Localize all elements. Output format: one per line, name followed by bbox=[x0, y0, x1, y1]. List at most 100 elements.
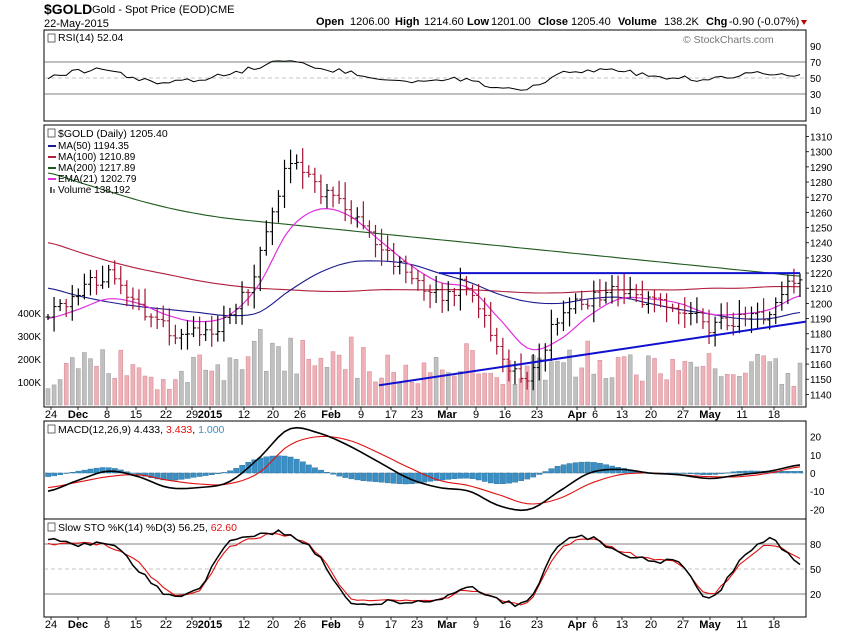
x-axis-label: 18 bbox=[768, 409, 780, 421]
volume-bar bbox=[664, 379, 669, 406]
series-line-signal bbox=[47, 435, 801, 505]
x-axis-label-bottom: 22 bbox=[160, 619, 172, 631]
volume-bar bbox=[470, 350, 475, 406]
volume-bar bbox=[94, 365, 99, 406]
volume-bars bbox=[45, 329, 803, 406]
volume-bar bbox=[100, 349, 105, 406]
ohlc-bar bbox=[330, 186, 336, 208]
ohlc-bar bbox=[718, 303, 724, 330]
volume-bar bbox=[373, 381, 378, 406]
chg-value: -0.90 (-0.07%) bbox=[729, 16, 799, 28]
volume-bar bbox=[670, 359, 675, 406]
macd-histogram-bar bbox=[463, 472, 470, 479]
macd-histogram-bar bbox=[779, 471, 785, 474]
x-axis-label-bottom: 27 bbox=[677, 619, 689, 631]
volume-bar bbox=[603, 378, 609, 406]
x-axis-label: 27 bbox=[677, 409, 689, 421]
macd-histogram-bar bbox=[700, 472, 706, 475]
x-axis-label: Mar bbox=[437, 409, 457, 421]
x-axis-label-bottom: Mar bbox=[437, 619, 457, 631]
macd-tick-label: -20 bbox=[810, 505, 825, 516]
volume-bar bbox=[767, 361, 772, 406]
volume-bar bbox=[427, 372, 433, 406]
volume-bar bbox=[197, 354, 202, 406]
series-line-ema-21- bbox=[47, 207, 801, 351]
macd-histogram-bar bbox=[742, 470, 749, 474]
macd-histogram-bar bbox=[548, 468, 555, 474]
volume-bar bbox=[276, 346, 281, 406]
macd-histogram-bar bbox=[336, 472, 343, 477]
ohlc-bar bbox=[439, 282, 445, 313]
sto-tick-label: 80 bbox=[810, 540, 822, 551]
ohlc-bar bbox=[494, 327, 500, 355]
x-axis-label: 11 bbox=[736, 409, 747, 421]
macd-histogram-bar bbox=[227, 470, 233, 474]
volume-bar bbox=[476, 373, 481, 406]
volume-bar bbox=[615, 357, 621, 406]
macd-histogram-bar bbox=[688, 472, 694, 475]
ohlc-bar bbox=[245, 289, 251, 306]
legend-label: Volume 138,192 bbox=[58, 185, 131, 196]
volume-bar bbox=[191, 356, 196, 406]
macd-histogram-bar bbox=[797, 471, 804, 474]
price-tick-label: 1150 bbox=[810, 375, 832, 386]
macd-histogram-bar bbox=[178, 472, 185, 480]
ohlc-bar bbox=[706, 309, 712, 345]
x-axis-label: 16 bbox=[499, 409, 511, 421]
volume-bar bbox=[130, 364, 136, 406]
ohlc-bar bbox=[227, 307, 233, 325]
volume-bar bbox=[70, 357, 75, 406]
x-axis-label-bottom: 29 bbox=[186, 619, 198, 631]
volume-bar bbox=[652, 358, 657, 406]
macd-histogram-bar bbox=[142, 472, 149, 477]
symbol-title: $GOLD bbox=[44, 1, 92, 17]
volume-bar bbox=[76, 368, 81, 406]
ohlc-bar bbox=[567, 297, 573, 327]
ohlc-bar bbox=[209, 315, 215, 347]
price-tick-label: 1310 bbox=[810, 133, 833, 144]
macd-histogram-bar bbox=[318, 469, 324, 474]
macd-histogram-bar bbox=[542, 471, 549, 474]
macd-histogram-bar bbox=[63, 472, 70, 474]
ohlc-bar bbox=[391, 243, 397, 275]
volume-bar bbox=[500, 384, 506, 406]
series-line--d-3- bbox=[47, 532, 801, 606]
volume-bar bbox=[706, 353, 712, 406]
volume-bar bbox=[51, 384, 57, 406]
volume-bar bbox=[761, 355, 766, 406]
x-axis-label-bottom: Apr bbox=[568, 619, 588, 631]
macd-histogram-bar bbox=[190, 472, 197, 478]
volume-bar bbox=[264, 370, 269, 406]
ohlc-bar bbox=[94, 269, 100, 295]
chart-header: $GOLD Gold - Spot Price (EOD) CME 22-May… bbox=[44, 1, 807, 30]
price-legend: $GOLD (Daily) 1205.40 MA(50) 1194.35MA(1… bbox=[47, 128, 168, 196]
ohlc-bar bbox=[609, 275, 615, 304]
volume-bar bbox=[203, 369, 208, 406]
volume-bar bbox=[512, 384, 518, 406]
ohlc-bar bbox=[415, 270, 421, 291]
ohlc-bar bbox=[257, 246, 263, 291]
macd-histogram-bar bbox=[215, 472, 221, 474]
ohlc-bar bbox=[385, 235, 391, 261]
macd-histogram-bar bbox=[706, 472, 713, 475]
volume-tick-label: 100K bbox=[18, 378, 42, 389]
sto-panel-frame bbox=[43, 518, 807, 618]
volume-bar bbox=[118, 349, 124, 406]
ohlc-bar bbox=[621, 273, 627, 305]
ohlc-bar bbox=[627, 276, 633, 299]
x-axis-label: 26 bbox=[294, 409, 306, 421]
ohlc-bar bbox=[700, 308, 706, 329]
volume-bar bbox=[597, 360, 603, 406]
ohlc-bar bbox=[445, 281, 451, 312]
price-tick-label: 1160 bbox=[810, 360, 832, 371]
macd-histogram-bar bbox=[51, 472, 58, 477]
macd-histogram-bar bbox=[518, 472, 525, 482]
x-axis-label-bottom: May bbox=[699, 619, 721, 631]
volume-bar bbox=[251, 340, 257, 406]
ohlc-bar bbox=[409, 264, 415, 285]
price-tick-label: 1140 bbox=[810, 390, 832, 401]
ohlc-bar bbox=[282, 159, 288, 209]
volume-bar bbox=[106, 373, 111, 406]
macd-histogram-bar bbox=[130, 472, 136, 474]
price-tick-label: 1210 bbox=[810, 284, 833, 295]
